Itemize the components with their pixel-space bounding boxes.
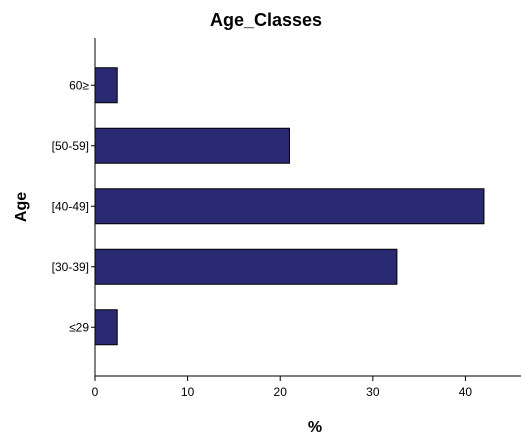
x-axis-label: % — [308, 419, 322, 433]
bar — [94, 309, 118, 346]
bar — [94, 67, 118, 104]
bar — [94, 188, 485, 225]
y-tick-label: [40-49] — [52, 199, 89, 213]
bar — [94, 127, 290, 164]
x-tick-label: 10 — [181, 385, 195, 399]
x-tick-label: 20 — [274, 385, 288, 399]
x-tick-label: 30 — [366, 385, 380, 399]
chart-title: Age_Classes — [210, 10, 322, 30]
x-tick-label: 0 — [92, 385, 99, 399]
bar — [94, 248, 398, 285]
x-tick-label: 40 — [459, 385, 473, 399]
y-tick-label: 60≥ — [69, 78, 89, 92]
y-tick-label: [30-39] — [52, 260, 89, 274]
y-tick-label: [50-59] — [52, 139, 89, 153]
y-tick-label: ≤29 — [69, 320, 89, 334]
y-axis-label: Age — [13, 192, 30, 222]
plot-area: 60≥ [50-59] [40-49] [30-39] ≤29 0 10 20 30 40 — [52, 38, 521, 399]
